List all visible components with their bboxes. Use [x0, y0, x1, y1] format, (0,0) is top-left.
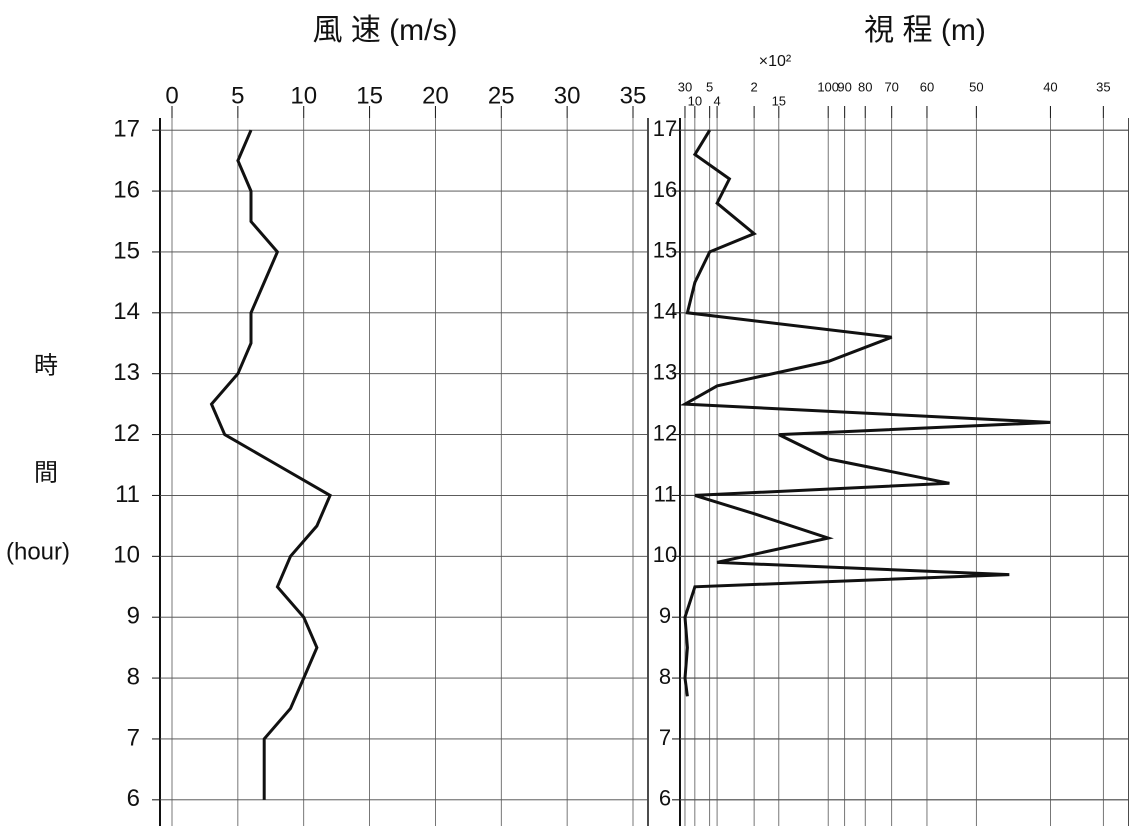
y-tick-label: 11: [115, 481, 140, 508]
y-tick-label: 6: [659, 786, 671, 811]
data-line: [209, 129, 333, 800]
y-tick-label: 17: [653, 116, 677, 141]
y-tick-label: 13: [113, 359, 140, 386]
x-tick-label: 5: [231, 82, 244, 109]
y-tick-label: 13: [653, 359, 677, 384]
x-tick-label: 70: [884, 79, 898, 94]
y-axis-label: 間: [34, 459, 58, 486]
annotation: ×10²: [759, 53, 792, 70]
x-tick-label: 50: [969, 79, 983, 94]
y-tick-label: 7: [127, 724, 140, 751]
y-tick-label: 11: [654, 481, 677, 506]
x-tick-label: 15: [356, 82, 383, 109]
chart-title: 視 程 (m): [864, 14, 986, 47]
x-tick-label: 15: [772, 93, 786, 108]
x-tick-label: 30: [678, 79, 692, 94]
y-tick-label: 7: [659, 725, 671, 750]
y-tick-label: 15: [113, 237, 140, 264]
y-tick-label: 14: [653, 299, 677, 324]
y-tick-label: 17: [113, 116, 140, 143]
x-tick-label: 5: [706, 79, 713, 94]
x-tick-label: 80: [858, 79, 872, 94]
y-tick-label: 12: [653, 420, 677, 445]
x-tick-label: 2: [750, 79, 757, 94]
x-tick-label: 25: [488, 82, 515, 109]
y-tick-label: 8: [659, 664, 671, 689]
x-tick-label: 35: [1096, 79, 1110, 94]
y-tick-label: 6: [127, 785, 140, 812]
x-tick-label: 35: [620, 82, 647, 109]
y-tick-label: 9: [127, 603, 140, 630]
y-tick-label: 9: [659, 603, 671, 628]
y-tick-label: 14: [113, 298, 140, 325]
y-tick-label: 16: [113, 176, 140, 203]
x-tick-label: 10: [290, 82, 317, 109]
y-tick-label: 12: [113, 420, 140, 447]
x-tick-label: 40: [1043, 79, 1057, 94]
x-tick-label: 90: [837, 79, 851, 94]
x-tick-label: 10: [688, 93, 702, 108]
x-tick-label: 30: [554, 82, 581, 109]
x-tick-label: 60: [920, 79, 934, 94]
y-axis-label: 時: [34, 352, 58, 379]
chart-title: 風 速 (m/s): [313, 14, 458, 47]
y-tick-label: 10: [113, 542, 140, 569]
y-axis-label: (hour): [6, 538, 70, 565]
x-tick-label: 4: [713, 93, 720, 108]
x-tick-label: 100: [817, 79, 839, 94]
y-tick-label: 8: [127, 663, 140, 690]
x-tick-label: 20: [422, 82, 449, 109]
y-tick-label: 16: [653, 177, 677, 202]
data-line: [679, 129, 1051, 697]
y-tick-label: 10: [653, 542, 677, 567]
x-tick-label: 0: [165, 82, 178, 109]
y-tick-label: 15: [653, 238, 677, 263]
